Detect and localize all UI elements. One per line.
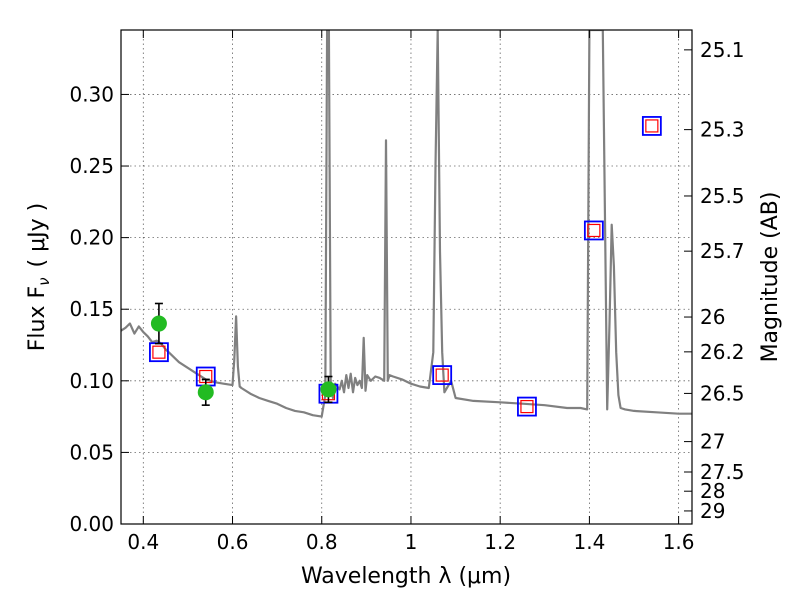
model-marker-blue [517,396,537,417]
x-tick-label: 0.4 [127,530,159,554]
mag-tick-label: 26.2 [700,340,745,364]
mag-tick-label: 25.1 [700,38,745,62]
mag-tick-label: 26 [700,305,725,329]
x-tick-label: 1 [405,530,418,554]
model-marker-red [520,399,534,414]
observed-point [320,381,337,398]
x-tick-label: 0.6 [217,530,249,554]
plot-frame [120,29,693,525]
model-marker-blue [583,220,604,241]
mag-tick-label: 27.5 [700,460,745,484]
y2-axis-label: Magnitude (AB) [758,192,783,363]
model-marker-blue [641,116,662,136]
points-layer [149,116,662,417]
mag-tick-label: 25.3 [700,118,745,142]
plot-area [121,30,692,524]
y-axis-label-sub: ν [35,277,53,285]
x-tick-label: 1.6 [663,530,695,554]
svg-text:Flux Fν( μJy ): Flux Fν ( μJy ) [25,203,53,351]
ticks: 0.4 0.6 0.8 1 1.2 1.4 1.6 0.00 0.05 0.10 0.15 0.20 0… [69,30,745,554]
y-axis-label: Flux Fν ( μJy ) [25,203,53,351]
observed-point [150,315,167,332]
observed-point [197,384,214,401]
x-axis-label: Wavelength λ (μm) [301,564,511,589]
model-marker-red [645,119,659,133]
mag-tick-label: 25.5 [700,184,745,208]
mag-tick-label: 26.5 [700,381,745,405]
x-tick-label: 1.2 [484,530,516,554]
y-axis-label-unit: ( μJy ) [25,203,50,268]
mag-tick-label: 27 [700,430,725,454]
y-tick-label: 0.10 [69,369,114,393]
model-marker-red [587,223,601,238]
mag-tick-label: 25.7 [700,239,745,263]
y-tick-label: 0.30 [69,82,114,106]
model-marker-blue [432,365,453,385]
x-tick-label: 1.4 [573,530,605,554]
model-marker-red [152,345,166,359]
y-tick-label: 0.25 [69,154,114,178]
model-marker-red [435,368,449,382]
y-tick-label: 0.20 [69,226,114,250]
y-tick-label: 0.05 [69,440,114,464]
y-axis-label-main: Flux F [25,286,50,351]
y-tick-label: 0.15 [69,297,114,321]
mag-tick-label: 29 [700,499,725,523]
x-tick-label: 0.8 [306,530,338,554]
mag-tick-label: 28 [700,479,725,503]
y-tick-label: 0.00 [69,512,114,536]
